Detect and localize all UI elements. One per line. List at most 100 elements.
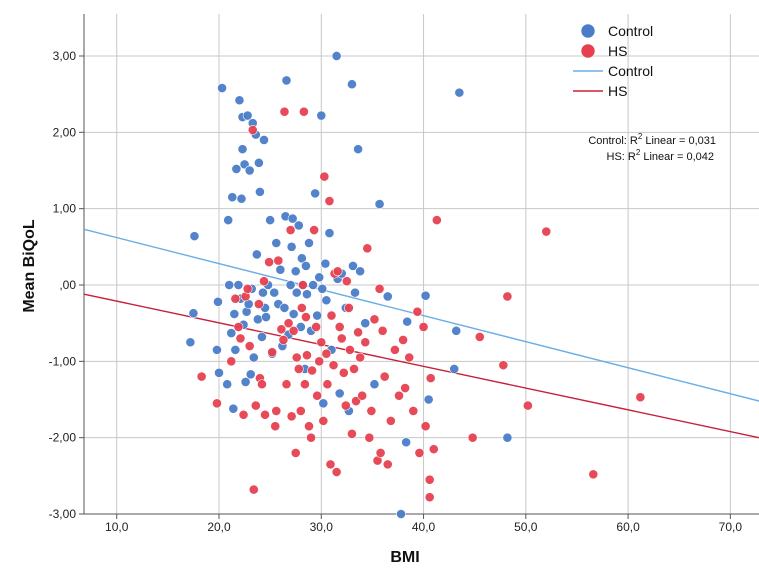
- data-point-hs: [230, 293, 241, 304]
- data-point-control: [396, 509, 406, 519]
- data-point-hs: [238, 409, 249, 420]
- data-point-hs: [264, 257, 275, 267]
- data-point-hs: [326, 310, 337, 321]
- data-point-control: [236, 193, 247, 204]
- y-tick-label: 3,00: [53, 49, 77, 63]
- data-point-control: [185, 337, 196, 348]
- data-point-control: [224, 280, 235, 290]
- data-point-hs: [425, 373, 436, 384]
- data-point-hs: [331, 467, 342, 477]
- data-point-control: [285, 280, 296, 290]
- data-point-hs: [382, 459, 393, 470]
- data-point-control: [320, 258, 331, 269]
- data-point-control: [360, 318, 371, 329]
- data-point-control: [279, 302, 290, 313]
- data-point-hs: [369, 314, 380, 325]
- data-point-hs: [226, 356, 237, 367]
- data-point-control: [214, 367, 224, 378]
- data-point-hs: [271, 406, 282, 416]
- data-point-control: [222, 379, 233, 390]
- data-point-hs: [304, 421, 314, 432]
- data-point-hs: [467, 432, 478, 443]
- data-point-hs: [498, 360, 509, 371]
- data-point-hs: [364, 432, 375, 443]
- legend-label: HS: [608, 43, 627, 59]
- data-point-control: [271, 238, 282, 248]
- data-point-hs: [295, 406, 306, 416]
- data-point-control: [369, 379, 380, 390]
- data-point-control: [321, 295, 332, 306]
- legend-label: Control: [608, 63, 653, 79]
- data-point-hs: [291, 352, 302, 363]
- data-point-hs: [235, 333, 246, 344]
- data-point-hs: [420, 421, 431, 432]
- data-point-control: [302, 289, 312, 300]
- data-point-control: [334, 388, 345, 399]
- data-point-control: [240, 377, 251, 387]
- data-point-hs: [321, 348, 332, 359]
- data-point-control: [296, 253, 307, 264]
- data-point-control: [229, 309, 240, 319]
- data-point-hs: [300, 379, 310, 390]
- data-point-hs: [400, 383, 411, 393]
- data-point-hs: [431, 215, 442, 226]
- data-point-hs: [588, 469, 599, 480]
- data-point-hs: [635, 392, 646, 403]
- x-tick-label: 20,0: [207, 520, 231, 534]
- x-axis-title: BMI: [390, 549, 419, 566]
- data-point-hs: [311, 322, 322, 332]
- data-point-hs: [328, 360, 339, 371]
- data-point-hs: [374, 283, 385, 294]
- data-point-hs: [355, 352, 366, 363]
- data-point-hs: [260, 409, 270, 420]
- data-point-hs: [338, 367, 349, 378]
- data-point-control: [237, 144, 248, 155]
- data-point-control: [502, 432, 513, 443]
- data-point-control: [244, 165, 255, 176]
- data-point-control: [265, 215, 276, 226]
- data-point-hs: [286, 411, 297, 422]
- data-point-control: [286, 241, 297, 252]
- x-tick-label: 50,0: [514, 520, 538, 534]
- data-point-control: [350, 287, 360, 298]
- data-point-control: [257, 332, 267, 342]
- data-point-control: [251, 249, 262, 260]
- data-point-hs: [341, 276, 352, 287]
- data-point-hs: [247, 125, 258, 135]
- data-point-hs: [336, 333, 347, 344]
- data-point-control: [234, 95, 245, 106]
- data-point-hs: [279, 106, 290, 117]
- data-point-hs: [250, 400, 261, 411]
- data-point-hs: [362, 243, 373, 254]
- data-point-hs: [408, 406, 419, 416]
- data-point-hs: [347, 428, 357, 439]
- data-point-control: [288, 309, 299, 319]
- r-squared-annotation: Control: R2 Linear = 0,031 HS: R2 Linear…: [588, 132, 716, 163]
- data-point-control: [275, 264, 286, 275]
- data-point-hs: [322, 379, 333, 390]
- data-point-hs: [428, 444, 439, 455]
- data-point-hs: [375, 448, 386, 458]
- data-point-hs: [325, 459, 336, 470]
- data-point-hs: [360, 337, 371, 348]
- data-point-hs: [288, 325, 299, 336]
- data-point-hs: [278, 335, 289, 345]
- x-tick-label: 60,0: [616, 520, 640, 534]
- data-point-hs: [242, 283, 253, 294]
- data-point-control: [261, 312, 271, 322]
- data-point-control: [347, 79, 357, 90]
- data-point-control: [318, 398, 329, 409]
- data-point-hs: [349, 364, 359, 374]
- fit-lines: [83, 228, 759, 439]
- data-point-control: [420, 290, 431, 301]
- data-point-hs: [270, 421, 281, 432]
- data-point-control: [227, 192, 238, 203]
- data-point-control: [242, 110, 253, 121]
- x-tick-label: 30,0: [310, 520, 334, 534]
- data-point-hs: [343, 302, 354, 313]
- data-point-control: [310, 188, 321, 199]
- data-point-hs: [233, 322, 244, 332]
- data-point-hs: [298, 106, 309, 117]
- data-point-hs: [293, 364, 304, 374]
